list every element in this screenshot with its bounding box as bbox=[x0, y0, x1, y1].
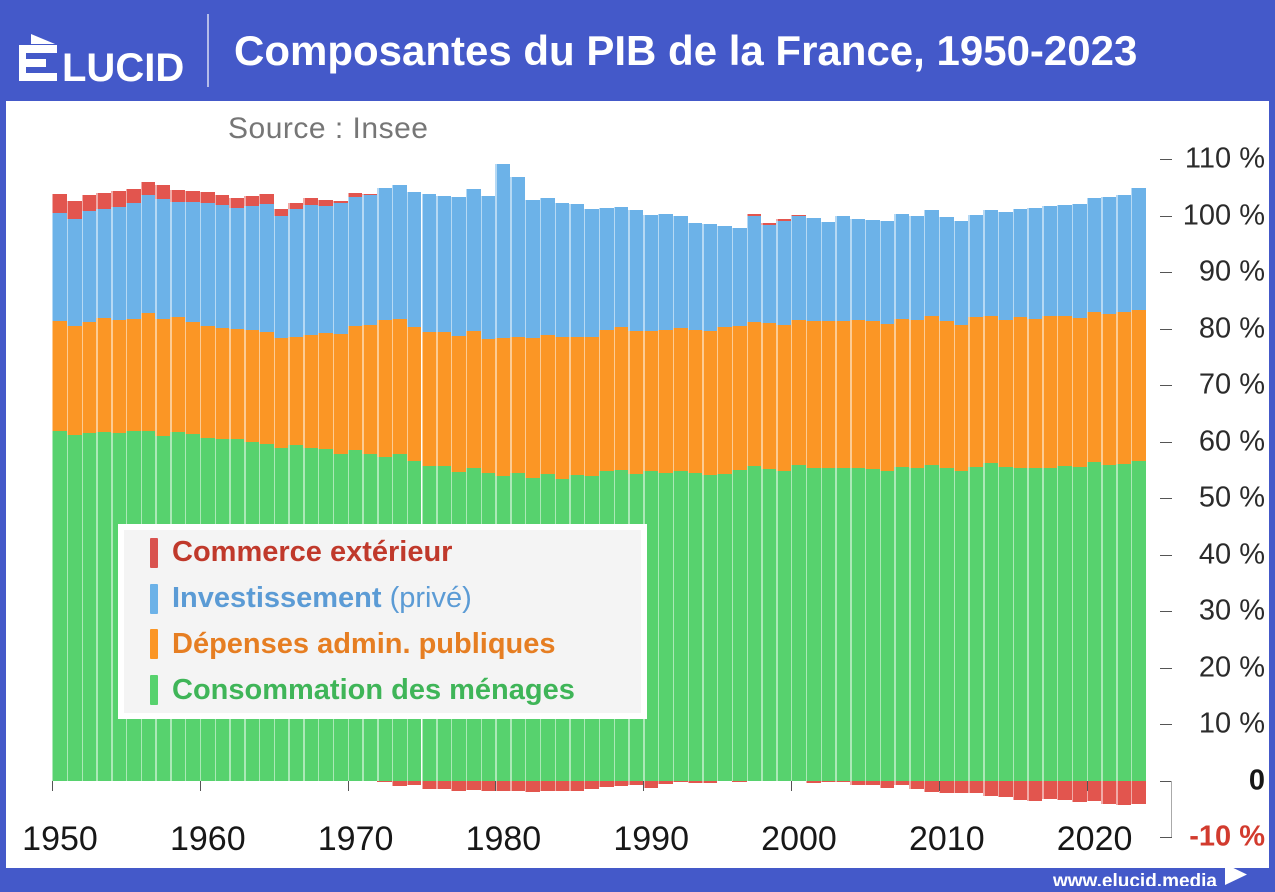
svg-text:LUCID: LUCID bbox=[62, 46, 184, 86]
